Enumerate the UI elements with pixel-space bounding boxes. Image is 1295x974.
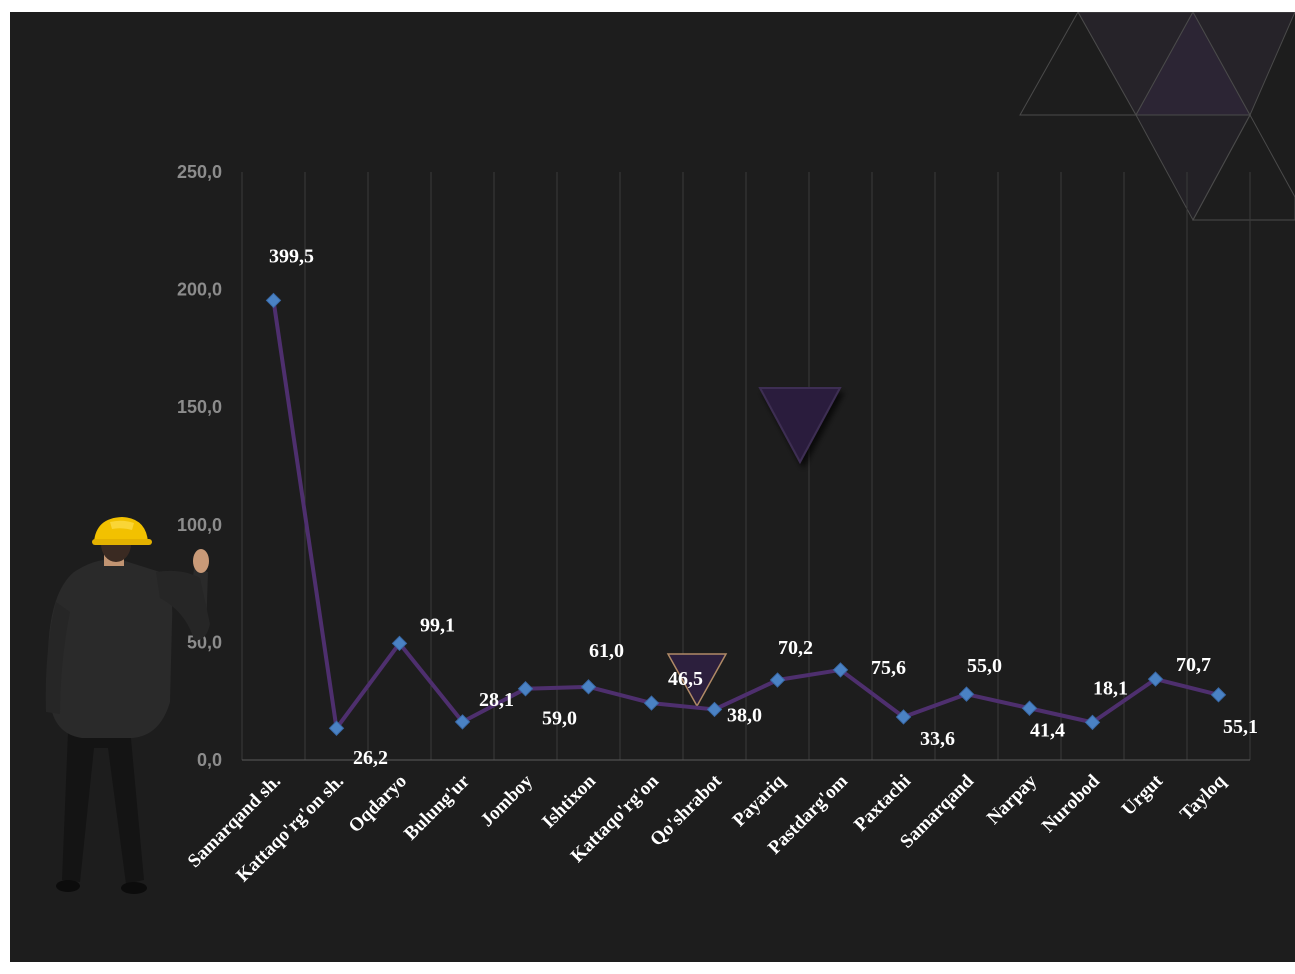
data-point-marker — [454, 714, 471, 730]
data-label: 70,7 — [1176, 654, 1211, 676]
data-point-marker — [1210, 687, 1227, 703]
data-point-marker — [580, 679, 597, 695]
data-labels: 399,5 26,2 99,1 28,1 59,0 61,0 46,5 38,0 70,2 75,… — [269, 245, 1258, 769]
data-label: 38,0 — [727, 704, 762, 726]
data-label: 75,6 — [871, 657, 906, 679]
inverted-triangle-small-decoration — [666, 653, 728, 708]
y-tick-label: 150,0 — [177, 397, 222, 417]
data-point-marker — [328, 720, 345, 736]
gridlines — [241, 172, 1251, 760]
x-tick-label: Urgut — [1118, 770, 1168, 820]
y-tick-label: 200,0 — [177, 280, 222, 300]
data-point-marker — [1021, 700, 1038, 716]
y-tick-label: 250,0 — [177, 162, 222, 182]
data-point-marker — [1147, 671, 1164, 687]
triangle-filled — [1135, 114, 1251, 222]
series-polyline — [271, 300, 1219, 731]
data-label: 18,1 — [1093, 677, 1128, 699]
data-label: 399,5 — [269, 245, 314, 267]
y-tick-label: 0,0 — [197, 750, 222, 770]
x-axis: Samarqand sh.Kattaqo'rg'on sh.OqdaryoBul… — [184, 770, 1231, 886]
data-point-marker — [1084, 714, 1101, 731]
data-label: 28,1 — [479, 689, 514, 711]
x-tick-label: Bulung'ur — [400, 770, 474, 844]
data-label: 55,1 — [1223, 716, 1258, 738]
data-label: 55,0 — [967, 655, 1002, 677]
data-label: 61,0 — [589, 640, 624, 662]
data-point-marker — [832, 662, 849, 678]
data-label: 33,6 — [920, 728, 955, 750]
series-line — [271, 300, 1219, 731]
chart-slide: 0,0 50,0 100,0 150,0 200,0 250,0 Samarqand sh… — [10, 12, 1295, 962]
x-tick-label: Kattaqo'rg'on sh. — [232, 771, 348, 887]
data-label: 41,4 — [1030, 719, 1065, 741]
x-tick-label: Paxtachi — [850, 771, 915, 836]
x-tick-label: Payariq — [729, 770, 790, 831]
x-tick-label: Tayloq — [1176, 770, 1230, 824]
data-point-marker — [643, 695, 660, 711]
man-in-hard-hat-illustration — [45, 517, 210, 894]
x-tick-label: Nurobod — [1038, 770, 1104, 836]
x-tick-label: Oqdaryo — [345, 771, 411, 837]
x-tick-label: Jomboy — [477, 770, 538, 831]
y-tick-label: 100,0 — [177, 515, 222, 535]
data-point-marker — [895, 709, 912, 725]
data-point-marker — [265, 292, 282, 309]
series-markers — [265, 292, 1227, 736]
data-point-marker — [391, 635, 408, 652]
x-tick-label: Narpay — [983, 770, 1041, 828]
data-label: 59,0 — [542, 708, 577, 730]
x-tick-label: Ishtixon — [538, 770, 600, 832]
data-point-marker — [958, 686, 975, 702]
data-label: 99,1 — [420, 614, 455, 636]
triangle-outline — [1192, 113, 1295, 221]
decorative-triangles — [1019, 12, 1295, 222]
data-point-marker — [517, 681, 534, 697]
data-label: 26,2 — [353, 747, 388, 769]
data-point-marker — [706, 701, 723, 718]
data-point-marker — [769, 672, 786, 688]
inverted-triangle-decoration — [758, 387, 842, 465]
triangle-filled — [1192, 12, 1295, 117]
data-label: 46,5 — [668, 668, 703, 690]
data-label: 70,2 — [778, 637, 813, 659]
